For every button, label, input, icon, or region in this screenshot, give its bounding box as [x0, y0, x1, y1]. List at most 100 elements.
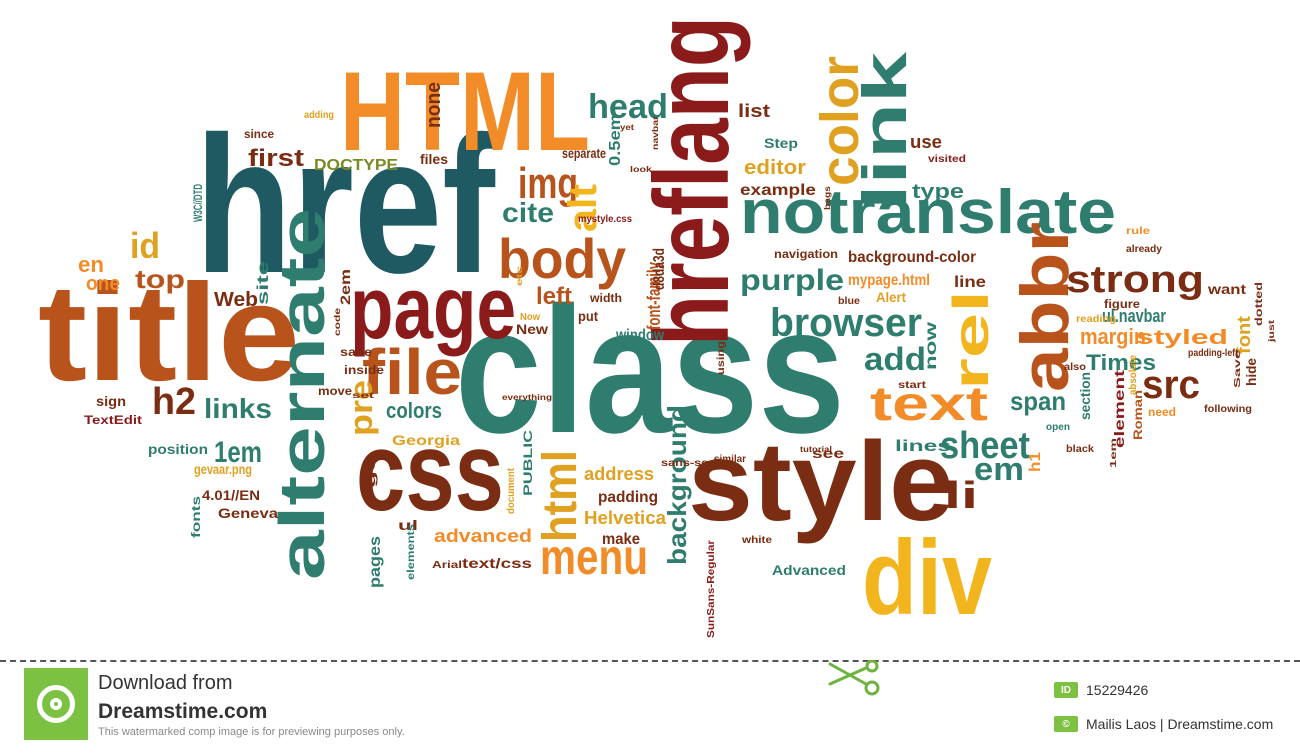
word-58: none — [423, 82, 445, 128]
word-76: Alert — [876, 289, 906, 305]
word-82: Roman — [1131, 390, 1145, 440]
word-132: need — [1148, 405, 1176, 419]
word-35: cite — [502, 197, 554, 228]
word-44: margin — [1080, 324, 1146, 349]
author-credit: Mailis Laos | Dreamstime.com — [1086, 716, 1274, 732]
word-21: img — [518, 159, 578, 208]
word-20: head — [588, 88, 668, 126]
word-23: sheet — [940, 425, 1030, 467]
word-24: purple — [740, 264, 844, 297]
word-79: start — [898, 380, 927, 391]
word-95: similar — [714, 454, 746, 465]
word-128: TextEdit — [84, 413, 142, 427]
word-101: Helvetica — [584, 508, 667, 528]
author-row: © Mailis Laos | Dreamstime.com — [1054, 714, 1273, 734]
word-83: styled — [1136, 327, 1228, 349]
word-2: title — [38, 256, 300, 410]
word-77: blue — [838, 296, 860, 307]
word-72: navigation — [774, 247, 838, 261]
word-136: look — [630, 165, 653, 174]
preview-note: This watermarked comp image is for previ… — [98, 726, 405, 738]
word-17: color — [810, 56, 870, 186]
word-70: Step — [764, 135, 798, 151]
word-86: reading — [1076, 314, 1116, 325]
word-110: document — [506, 467, 517, 514]
word-10: alternate — [266, 208, 338, 580]
word-29: h2 — [152, 381, 196, 423]
word-4: style — [688, 419, 954, 544]
word-55: files — [420, 151, 448, 167]
word-139: 1em — [1109, 438, 1118, 468]
word-12: abbr — [1007, 222, 1083, 392]
word-cloud: class href title HTML style hreflang css div not… — [38, 16, 1276, 638]
word-102: make — [602, 531, 640, 548]
word-41: span — [1010, 386, 1066, 416]
word-45: editor — [744, 157, 806, 179]
word-141: absolute — [1128, 355, 1139, 395]
dreamstime-logo — [24, 668, 88, 740]
word-125: Geneva — [218, 505, 278, 521]
word-106: pages — [367, 536, 384, 588]
download-from-label: Download from — [98, 672, 233, 694]
word-43: Times — [1086, 350, 1156, 375]
word-130: code — [333, 307, 342, 336]
word-90: padding-left — [1188, 348, 1239, 359]
word-113: Advanced — [772, 562, 846, 578]
word-54: DOCTYPE — [314, 157, 398, 174]
word-93: lines — [895, 438, 951, 455]
word-131: also — [1064, 362, 1086, 373]
word-105: Arial — [432, 560, 462, 571]
word-5: hreflang — [633, 16, 751, 346]
word-11: body — [498, 227, 626, 290]
word-19: browser — [770, 301, 922, 345]
word-117: save — [340, 345, 372, 359]
word-67: New — [516, 321, 548, 337]
word-92: already — [1126, 244, 1162, 255]
word-138: bags — [823, 185, 832, 210]
word-96: open — [1046, 422, 1070, 433]
word-135: using — [716, 341, 727, 375]
word-31: alt — [561, 184, 605, 232]
swirl-icon — [37, 685, 75, 723]
word-53: W3C//DTD — [191, 184, 205, 222]
word-6: css — [356, 409, 504, 534]
word-91: rule — [1126, 226, 1151, 237]
word-3: HTML — [340, 49, 590, 174]
word-75: line — [954, 274, 986, 291]
word-40: colors — [386, 398, 442, 423]
word-74: mypage.html — [848, 272, 930, 289]
word-57: adding — [304, 110, 334, 121]
word-25: html — [534, 450, 587, 542]
word-73: background-color — [848, 249, 976, 266]
brand-name[interactable]: Dreamstime.com — [98, 700, 268, 723]
word-71: visited — [928, 154, 966, 165]
word-123: gevaar.png — [194, 461, 252, 477]
word-63: d8da3d — [651, 248, 668, 290]
word-15: file — [362, 336, 462, 408]
word-103: advanced — [434, 526, 532, 546]
word-52: site — [255, 261, 272, 305]
word-137: navbar — [651, 116, 660, 150]
word-16: link — [851, 51, 920, 210]
image-id-row: ID 15229426 — [1054, 680, 1148, 700]
word-121: everything — [502, 393, 552, 402]
word-48: use — [910, 132, 942, 152]
word-144: yet — [620, 123, 634, 132]
word-118: inside — [344, 363, 384, 377]
word-47: type — [912, 181, 964, 203]
word-140: dotted — [1254, 282, 1265, 326]
word-32: top — [135, 264, 185, 294]
word-114: white — [741, 535, 773, 546]
word-50: one — [86, 273, 120, 295]
image-id: 15229426 — [1086, 682, 1149, 698]
word-133: following — [1204, 404, 1252, 415]
word-59: separate — [562, 145, 606, 161]
word-80: section — [1077, 372, 1093, 420]
word-84: ul.navbar — [1102, 306, 1166, 326]
word-88: font — [1234, 316, 1254, 354]
copyright-icon: © — [1054, 716, 1078, 732]
word-36: id — [130, 225, 160, 266]
footer-bar: Download from Dreamstime.com This waterm… — [0, 660, 1300, 753]
word-145: go — [364, 454, 378, 488]
word-78: now — [923, 321, 940, 370]
